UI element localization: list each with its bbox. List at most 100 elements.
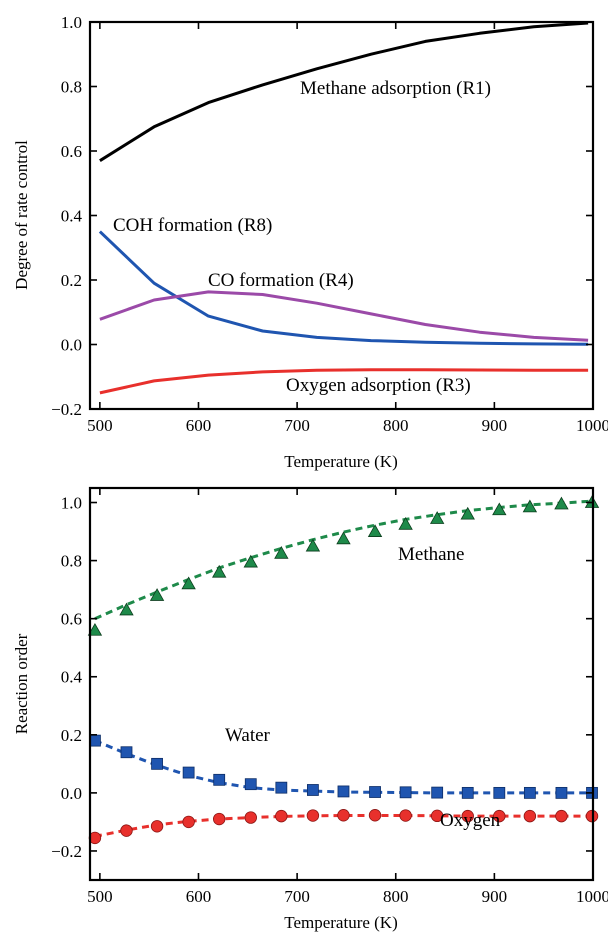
data-point [399,809,412,822]
y-tick-label: 1.0 [61,13,82,32]
x-tick-label: 1000 [576,887,608,906]
x-tick-label: 900 [482,887,508,906]
data-point [120,824,133,837]
y-tick-label: 0.0 [61,784,82,803]
data-point [337,785,350,798]
series-layer-top [98,21,589,395]
data-point [213,773,226,786]
data-point [150,820,164,833]
x-axis-label-bottom: Temperature (K) [284,913,398,932]
data-point [244,811,257,824]
series-co-formation-r4 [99,290,589,342]
data-point [368,809,382,822]
y-tick-label: 0.8 [61,78,82,97]
series-methane [87,495,600,636]
series-coh-formation-r8 [98,230,589,346]
data-point [555,809,568,823]
ticks-bottom: 500 600 700 800 900 1000 −0.2 0.0 0.2 0.4 0.6 0.8 1.… [51,488,608,906]
data-point [213,812,226,826]
x-tick-label: 1000 [576,416,608,435]
series-label-oxygen-adsorption: Oxygen adsorption (R3) [286,375,471,396]
y-tick-label: 0.2 [61,726,82,745]
series-label-coh-formation: COH formation (R8) [113,215,272,236]
data-point [554,496,569,510]
x-axis-label-top: Temperature (K) [284,452,398,471]
x-tick-label: 800 [383,887,409,906]
data-point [149,588,165,601]
data-point [151,757,163,770]
y-tick-label: 0.2 [61,271,82,290]
series-label-methane: Methane [398,544,464,565]
series-label-methane-adsorption: Methane adsorption (R1) [300,78,491,99]
data-point [493,809,506,823]
data-point [120,746,133,759]
data-point [431,786,444,799]
data-point [555,786,568,799]
series-label-oxygen: Oxygen [440,810,501,831]
data-point [306,809,320,822]
fit-line-water [94,739,592,795]
series-oxygen-adsorption-r3 [99,368,589,395]
x-tick-label: 500 [87,887,113,906]
x-tick-label: 800 [383,416,409,435]
line-co-formation-r4 [99,290,589,342]
data-point [337,809,350,822]
y-axis-label-top: Degree of rate control [12,140,31,290]
ticks-top: 500 600 700 800 900 1000 −0.2 0.0 0.2 0.4 0.6 0.8 1.… [51,13,608,435]
data-point [244,778,257,791]
fit-line-methane [94,499,593,621]
data-point [87,622,103,636]
y-tick-label: −0.2 [51,400,82,419]
x-tick-label: 600 [186,416,212,435]
y-tick-label: 0.0 [61,336,82,355]
y-axis-label-bottom: Reaction order [12,633,31,734]
x-tick-label: 500 [87,416,113,435]
data-point [369,786,381,798]
data-point [522,499,538,513]
y-tick-label: 0.4 [61,668,83,687]
x-tick-label: 700 [284,416,310,435]
y-tick-label: 0.6 [61,610,82,629]
data-point [461,809,474,823]
series-oxygen [88,809,599,845]
series-label-co-formation: CO formation (R4) [208,270,354,291]
series-layer-bottom [87,495,600,845]
panel-degree-of-rate-control: 500 600 700 800 900 1000 −0.2 0.0 0.2 0.4 0.6 0.8 1.… [12,13,608,471]
data-point [305,538,321,552]
data-point [306,784,319,796]
line-oxygen-adsorption-r3 [99,368,589,395]
y-tick-label: 1.0 [61,494,82,513]
data-point [429,511,445,524]
data-point [399,786,412,799]
data-point [398,516,413,530]
y-tick-label: 0.8 [61,552,82,571]
data-point [461,786,474,799]
x-tick-label: 700 [284,887,310,906]
data-point [119,602,134,616]
data-point [181,576,196,590]
data-point [275,781,288,794]
data-point [493,786,506,799]
y-tick-label: 0.6 [61,142,82,161]
data-point [212,564,227,578]
data-point [460,506,475,520]
y-tick-label: −0.2 [51,842,82,861]
data-point [182,766,195,779]
data-point [275,809,288,823]
data-point [523,809,537,823]
series-label-water: Water [225,725,271,746]
x-tick-label: 600 [186,887,212,906]
data-point [182,815,195,829]
fit-line-oxygen [94,814,592,838]
series-methane-adsorption-r1 [99,21,589,162]
series-water [89,734,598,799]
data-point [492,502,507,516]
x-tick-label: 900 [482,416,508,435]
data-point [367,524,383,537]
plot-frame-bottom [88,486,595,882]
data-point [336,531,351,545]
data-point [243,554,258,568]
data-point [430,809,444,823]
data-point [274,546,289,559]
